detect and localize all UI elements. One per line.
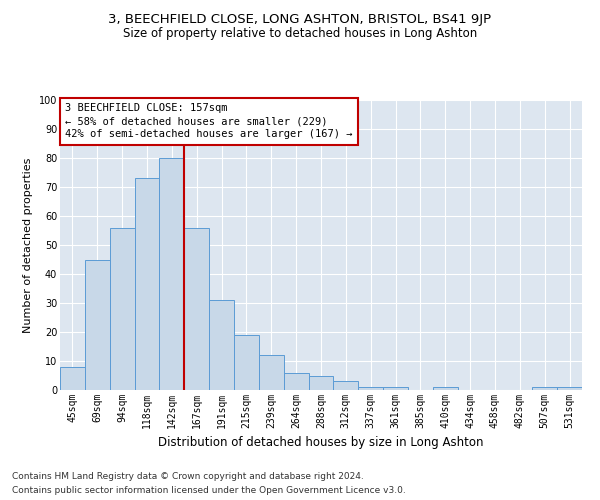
Bar <box>184 228 209 390</box>
Text: 3 BEECHFIELD CLOSE: 157sqm
← 58% of detached houses are smaller (229)
42% of sem: 3 BEECHFIELD CLOSE: 157sqm ← 58% of deta… <box>65 103 353 140</box>
Bar <box>160 158 184 390</box>
Text: Size of property relative to detached houses in Long Ashton: Size of property relative to detached ho… <box>123 28 477 40</box>
Text: Contains HM Land Registry data © Crown copyright and database right 2024.: Contains HM Land Registry data © Crown c… <box>12 472 364 481</box>
Bar <box>284 372 308 390</box>
Bar <box>532 387 557 390</box>
Bar <box>557 387 582 390</box>
Text: 3, BEECHFIELD CLOSE, LONG ASHTON, BRISTOL, BS41 9JP: 3, BEECHFIELD CLOSE, LONG ASHTON, BRISTO… <box>109 12 491 26</box>
Text: Contains public sector information licensed under the Open Government Licence v3: Contains public sector information licen… <box>12 486 406 495</box>
Bar <box>134 178 160 390</box>
Bar <box>334 382 358 390</box>
Bar <box>358 387 383 390</box>
Bar <box>383 387 408 390</box>
Bar <box>234 335 259 390</box>
Bar <box>433 387 458 390</box>
Bar <box>209 300 234 390</box>
Bar <box>259 355 284 390</box>
Bar <box>85 260 110 390</box>
X-axis label: Distribution of detached houses by size in Long Ashton: Distribution of detached houses by size … <box>158 436 484 450</box>
Bar <box>60 367 85 390</box>
Y-axis label: Number of detached properties: Number of detached properties <box>23 158 33 332</box>
Bar <box>308 376 334 390</box>
Bar <box>110 228 134 390</box>
